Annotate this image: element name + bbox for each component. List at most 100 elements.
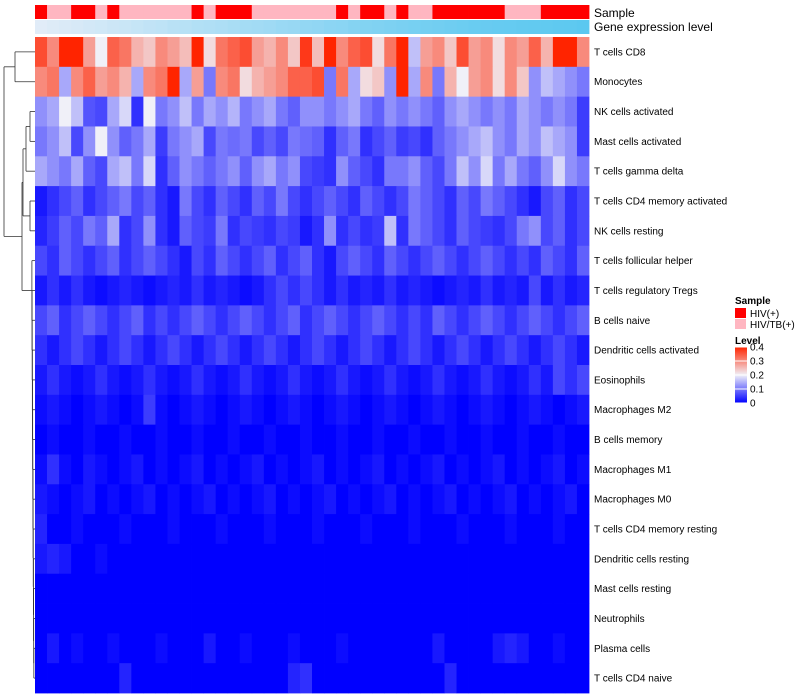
heatmap-cell [59,543,72,575]
gene-level-cell [59,20,72,34]
heatmap-cell [420,186,433,217]
heatmap-cell [420,394,433,426]
heatmap-cell [348,484,361,515]
sample-cell [251,5,265,19]
heatmap-cell [275,633,289,664]
heatmap-cell [107,305,120,336]
heatmap-cell [528,245,542,276]
heatmap-cell [396,543,409,575]
sample-cell [239,5,253,19]
gene-level-cell [263,20,277,34]
heatmap-cell [107,424,120,455]
heatmap-cell [504,275,518,306]
heatmap-cell [492,394,506,426]
heatmap-cell [492,484,506,515]
heatmap-cell [167,484,180,515]
sample-cell [456,5,469,19]
heatmap-cell [552,215,566,247]
heatmap-cell [263,514,277,545]
heatmap-cell [540,96,554,127]
heatmap-cell [143,573,156,604]
heatmap-cell [83,454,96,485]
heatmap-cell [528,186,542,217]
heatmap-cell [35,186,48,217]
heatmap-cell [203,245,217,276]
heatmap-cell [179,37,192,68]
gene-level-cell [408,20,421,34]
heatmap-cell [492,37,506,68]
heatmap-cell [420,37,433,68]
heatmap-cell [372,156,385,187]
heatmap-cell [420,424,433,455]
heatmap-cell [540,245,554,276]
heatmap-cell [468,156,482,187]
heatmap-cell [444,305,457,336]
heatmap-cell [131,156,144,187]
heatmap-cell [83,663,96,694]
heatmap-cell [179,66,192,98]
heatmap-cell [287,275,301,306]
heatmap-cell [516,543,530,575]
gene-track-label: Gene expression level [594,20,713,34]
heatmap-cell [504,394,518,426]
heatmap-cell [528,96,542,127]
heatmap-cell [227,543,241,575]
heatmap-cell [492,514,506,545]
heatmap-cell [396,424,409,455]
heatmap-cell [131,66,144,98]
heatmap-cell [360,126,373,157]
heatmap-cell [47,335,60,366]
heatmap-cell [35,514,48,545]
heatmap-cell [167,424,180,455]
sample-cell [420,5,433,19]
heatmap-cell [107,186,120,217]
heatmap-cell [576,245,590,276]
heatmap-cell [251,484,265,515]
heatmap-cell [263,156,277,187]
heatmap-cell [312,245,325,276]
heatmap-cell [215,245,229,276]
heatmap-cell [191,484,205,515]
heatmap-cell [360,335,373,366]
heatmap-cell [384,365,397,396]
heatmap-cell [263,633,277,664]
heatmap-cell [131,573,144,604]
heatmap-cell [143,37,156,68]
heatmap-cell [251,335,265,366]
heatmap-cell [360,484,373,515]
sample-cell [155,5,168,19]
heatmap-cell [215,663,229,694]
level-tick-label: 0 [750,399,756,410]
gene-level-cell [516,20,530,34]
heatmap-cell [408,215,421,247]
heatmap-cell [71,186,84,217]
heatmap-cell [275,454,289,485]
heatmap-cell [504,215,518,247]
heatmap-cell [71,454,84,485]
heatmap-cell [119,275,132,306]
heatmap-cell [155,156,168,187]
heatmap-cell [239,245,253,276]
heatmap-cell [167,275,180,306]
heatmap-cell [396,394,409,426]
sample-cell [516,5,530,19]
heatmap-cell [564,603,578,634]
heatmap-cell [59,603,72,634]
heatmap-cell [179,484,192,515]
heatmap-cell [456,543,469,575]
gene-level-cell [179,20,192,34]
heatmap-cell [372,186,385,217]
heatmap-cell [504,633,518,664]
heatmap-cell [155,245,168,276]
heatmap-cell [167,543,180,575]
heatmap-cell [179,603,192,634]
heatmap-cell [239,633,253,664]
heatmap-cell [155,275,168,306]
heatmap-cell [299,394,313,426]
heatmap-cell [299,186,313,217]
heatmap-cell [396,215,409,247]
heatmap-cell [360,37,373,68]
heatmap-cell [71,305,84,336]
heatmap-cell [516,96,530,127]
heatmap-cell [384,335,397,366]
